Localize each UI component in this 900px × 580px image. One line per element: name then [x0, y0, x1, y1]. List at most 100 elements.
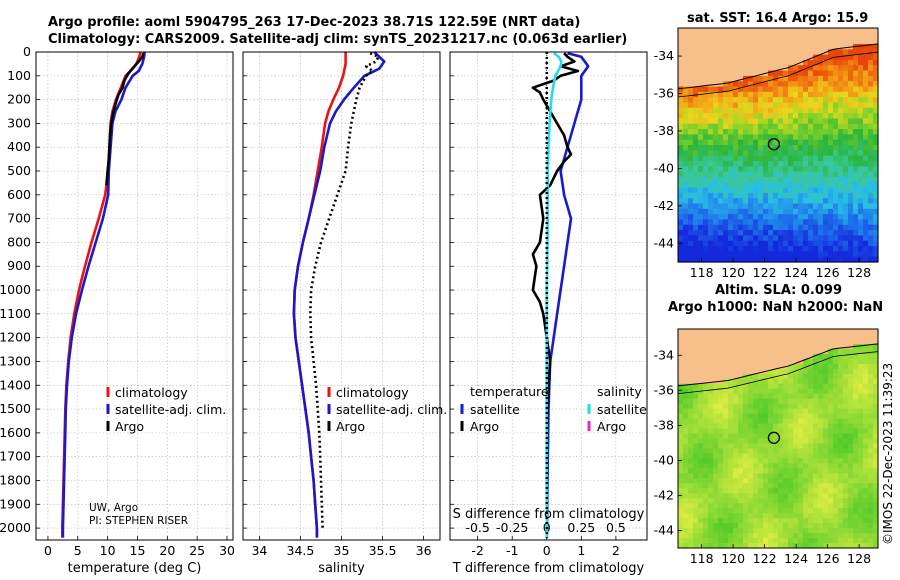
map-cell	[678, 171, 684, 178]
map-cell	[833, 448, 839, 455]
map-cell	[788, 70, 794, 77]
map-cell	[863, 102, 869, 109]
map-cell	[808, 443, 814, 450]
map-cell	[813, 38, 819, 45]
map-cell	[693, 187, 699, 194]
map-cell	[778, 81, 784, 88]
map-cell	[863, 118, 869, 125]
map-cell	[823, 493, 829, 499]
map-cell	[783, 192, 789, 199]
map-cell	[728, 538, 734, 544]
map-cell	[848, 75, 854, 82]
map-cell	[703, 373, 709, 380]
map-cell	[783, 428, 789, 435]
map-cell	[863, 230, 869, 237]
map-cell	[818, 107, 824, 114]
map-cell	[763, 373, 769, 380]
map-cell	[703, 413, 709, 420]
map-cell	[853, 329, 859, 335]
map-cell	[748, 118, 754, 125]
map-cell	[773, 528, 779, 534]
map-cell	[703, 408, 709, 415]
map-cell	[728, 235, 734, 242]
map-cell	[708, 468, 714, 474]
map-cell	[853, 383, 859, 390]
map-cell	[853, 478, 859, 484]
map-cell	[813, 483, 819, 489]
map-cell	[688, 408, 694, 415]
map-cell	[723, 59, 729, 66]
map-cell	[678, 493, 684, 499]
map-cell	[748, 91, 754, 98]
map-cell	[778, 458, 784, 464]
map-cell	[798, 230, 804, 237]
map-cell	[813, 70, 819, 77]
map-cell	[783, 28, 789, 34]
map-cell	[773, 86, 779, 93]
map-cell	[768, 478, 774, 484]
map-cell	[773, 523, 779, 529]
map-cell	[863, 358, 869, 365]
plot-frame	[449, 51, 648, 541]
map-cell	[723, 348, 729, 355]
map-cell	[818, 388, 824, 395]
map-cell	[733, 378, 739, 385]
map-cell	[703, 86, 709, 93]
map-cell	[768, 118, 774, 125]
map-cell	[748, 54, 754, 61]
map-cell	[768, 423, 774, 430]
map-cell	[748, 224, 754, 231]
map-cell	[743, 129, 749, 135]
map-cell	[828, 118, 834, 125]
map-cell	[833, 33, 839, 40]
map-cell	[753, 43, 759, 50]
map-cell	[793, 358, 799, 365]
map-cell	[748, 458, 754, 464]
map-cell	[688, 33, 694, 40]
map-cell	[733, 448, 739, 455]
map-cell	[758, 102, 764, 109]
map-cell	[743, 473, 749, 479]
map-cell	[873, 463, 879, 469]
map-cell	[768, 246, 774, 252]
map-cell	[868, 338, 874, 345]
map-cell	[683, 240, 689, 247]
map-cell	[723, 333, 729, 340]
y-tick-label: 1300	[0, 353, 31, 368]
map-cell	[713, 113, 719, 120]
map-cell	[693, 528, 699, 534]
map-cell	[723, 438, 729, 445]
map-cell	[683, 338, 689, 345]
map-cell	[768, 129, 774, 135]
map-cell	[838, 75, 844, 82]
map-cell	[823, 528, 829, 534]
map-cell	[703, 383, 709, 390]
map-cell	[793, 458, 799, 464]
map-cell	[813, 473, 819, 479]
map-cell	[723, 388, 729, 395]
map-cell	[733, 81, 739, 88]
map-cell	[833, 358, 839, 365]
map-cell	[683, 129, 689, 135]
map-cell	[798, 513, 804, 519]
map-cell	[708, 33, 714, 40]
map-cell	[788, 363, 794, 370]
map-cell	[683, 256, 689, 263]
map-cell	[843, 423, 849, 430]
map-cell	[683, 198, 689, 205]
map-cell	[703, 438, 709, 445]
map-cell	[718, 348, 724, 355]
map-cell	[698, 219, 704, 226]
map-cell	[698, 203, 704, 210]
map-cell	[873, 118, 879, 125]
map-cell	[788, 251, 794, 258]
map-cell	[698, 488, 704, 494]
map-cell	[763, 33, 769, 40]
map-cell	[778, 166, 784, 173]
map-cell	[868, 393, 874, 400]
map-cell	[773, 70, 779, 77]
map-cell	[853, 75, 859, 82]
map-cell	[723, 43, 729, 50]
map-cell	[808, 468, 814, 474]
map-cell	[758, 373, 764, 380]
